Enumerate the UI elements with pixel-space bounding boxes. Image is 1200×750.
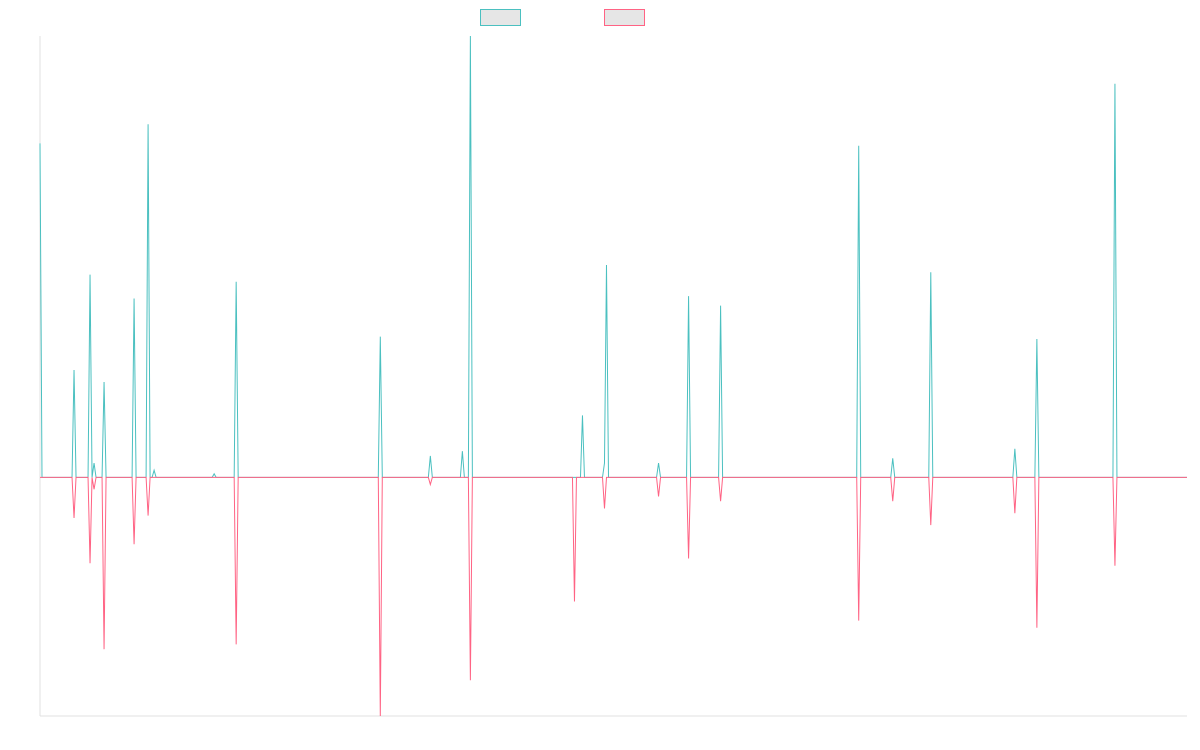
legend-swatch-series-2[interactable]: [604, 9, 645, 26]
series-1-line: [39, 35, 1187, 478]
chart-axes: [39, 36, 1187, 717]
legend-swatch-series-1[interactable]: [480, 9, 521, 26]
plot-area: [39, 35, 1187, 717]
series-2-line: [40, 476, 1187, 717]
chart-legend: [480, 9, 645, 26]
